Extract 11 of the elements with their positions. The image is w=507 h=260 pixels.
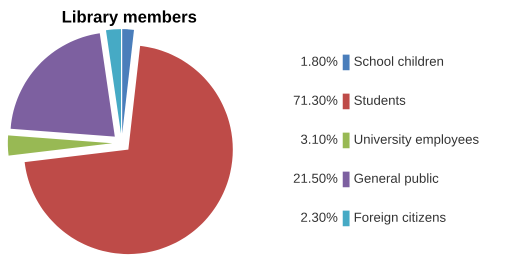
chart-title: Library members bbox=[62, 10, 196, 26]
data-label: 71.30% bbox=[294, 96, 338, 105]
data-label: 3.10% bbox=[300, 134, 338, 144]
legend-label: School children bbox=[354, 56, 444, 66]
data-label: 2.30% bbox=[301, 212, 338, 222]
legend-label: University employees bbox=[354, 134, 479, 147]
data-label: 21.50% bbox=[294, 174, 338, 183]
legend-label: General public bbox=[354, 173, 438, 186]
data-label: 1.80% bbox=[301, 56, 338, 66]
legend-label: Foreign citizens bbox=[354, 212, 446, 225]
legend-label: Students bbox=[354, 95, 406, 105]
